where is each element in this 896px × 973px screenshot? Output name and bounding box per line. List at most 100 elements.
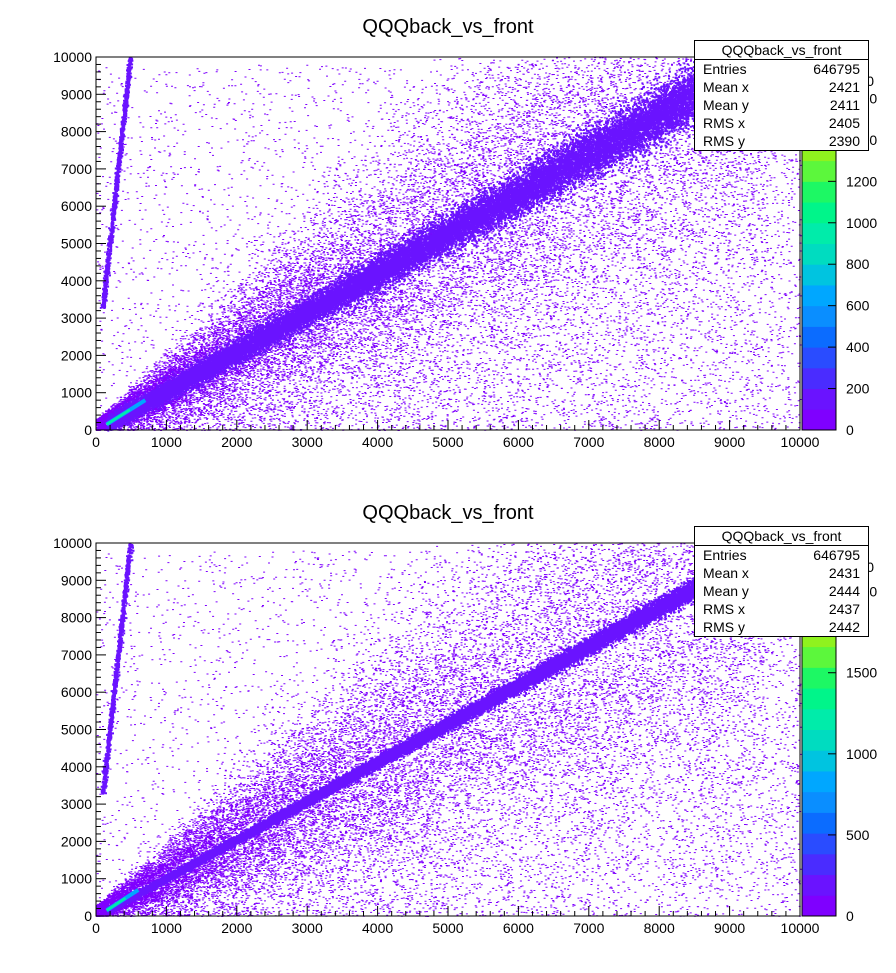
palette-bin (802, 264, 836, 286)
palette-bin (802, 347, 836, 369)
x-tick-label: 6000 (503, 434, 534, 450)
hot-spot-core (105, 897, 127, 912)
palette-bin (802, 305, 836, 327)
palette-tick-label: 1000 (846, 746, 877, 762)
y-tick-label: 3000 (61, 310, 92, 326)
stats-value: 2405 (828, 115, 860, 131)
palette-tick-label: 800 (846, 256, 870, 272)
palette-bin (802, 729, 836, 751)
palette-bin (802, 791, 836, 813)
palette-bin (802, 895, 836, 917)
heatmap-cells (96, 543, 802, 917)
stats-label: RMS y (703, 619, 745, 635)
y-tick-label: 1000 (61, 385, 92, 401)
stats-label: Mean x (703, 79, 749, 95)
chart-title: QQQback_vs_front (362, 16, 534, 38)
palette-tick-label: 1500 (846, 665, 877, 681)
y-tick-label: 5000 (61, 722, 92, 738)
palette-bin (802, 388, 836, 410)
stats-value: 646795 (813, 61, 860, 77)
x-tick-label: 2000 (221, 434, 252, 450)
main-band (106, 59, 697, 432)
stats-row-rms-x: RMS x 2405 (695, 114, 868, 132)
y-tick-label: 0 (84, 422, 92, 438)
palette-bin (802, 284, 836, 307)
palette-bin (802, 243, 836, 265)
palette-bin (802, 326, 836, 348)
y-tick-label: 6000 (61, 684, 92, 700)
stats-value: 2390 (828, 133, 860, 149)
histogram-panel-bottom: QQQback_vs_front 050010001500200000 0100… (0, 486, 896, 972)
palette-tick-label: 1000 (846, 215, 877, 231)
y-tick-label: 6000 (61, 198, 92, 214)
y-tick-label: 9000 (61, 572, 92, 588)
color-palette: 050010001500200000 (801, 542, 877, 924)
stats-label: RMS x (703, 115, 745, 131)
y-tick-label: 8000 (61, 124, 92, 140)
x-tick-label: 9000 (714, 434, 745, 450)
y-tick-label: 2000 (61, 833, 92, 849)
stats-label: Entries (703, 547, 747, 563)
heatmap-svg-top: QQQback_vs_front 02004006008001000120014… (53, 16, 877, 450)
y-tick-label: 4000 (61, 273, 92, 289)
x-tick-label: 4000 (362, 434, 393, 450)
y-tick-label: 4000 (61, 759, 92, 775)
x-tick-label: 3000 (292, 920, 323, 936)
stats-row-rms-x: RMS x 2437 (695, 600, 868, 618)
y-tick-label: 7000 (61, 647, 92, 663)
stats-row-mean-y: Mean y 2411 (695, 96, 868, 114)
palette-tick-label: 400 (846, 339, 870, 355)
palette-bin (802, 812, 836, 834)
x-tick-label: 3000 (292, 434, 323, 450)
y-tick-label: 8000 (61, 610, 92, 626)
stats-label: Mean x (703, 565, 749, 581)
stats-row-entries: Entries 646795 (695, 546, 868, 564)
stats-label: RMS x (703, 601, 745, 617)
stats-box: QQQback_vs_front Entries 646795 Mean x 242… (694, 40, 869, 151)
x-tick-label: 0 (92, 920, 100, 936)
heatmap-svg-bottom: QQQback_vs_front 050010001500200000 0100… (53, 502, 877, 936)
x-tick-label: 7000 (573, 434, 604, 450)
palette-tick-label: 600 (846, 298, 870, 314)
palette-tick-label: 1200 (846, 173, 877, 189)
stats-box: QQQback_vs_front Entries 646795 Mean x 243… (694, 526, 869, 637)
palette-bin (802, 708, 836, 730)
x-tick-label: 2000 (221, 920, 252, 936)
y-tick-label: 9000 (61, 86, 92, 102)
chart-title: QQQback_vs_front (362, 502, 534, 524)
stats-row-rms-y: RMS y 2390 (695, 132, 868, 150)
hot-spot-core (105, 408, 131, 426)
stats-label: Mean y (703, 583, 749, 599)
palette-bin (802, 181, 836, 203)
heatmap-cells (96, 57, 802, 432)
stats-value: 2444 (828, 583, 860, 599)
x-tick-label: 4000 (362, 920, 393, 936)
x-tick-label: 8000 (644, 434, 675, 450)
palette-bin (802, 874, 836, 896)
palette-bin (802, 367, 836, 390)
x-tick-label: 7000 (573, 920, 604, 936)
y-tick-label: 0 (84, 908, 92, 924)
stats-label: Entries (703, 61, 747, 77)
y-tick-label: 10000 (53, 535, 92, 551)
palette-bin (802, 409, 836, 431)
stats-label: RMS y (703, 133, 745, 149)
x-tick-label: 10000 (781, 434, 820, 450)
stats-value: 2421 (828, 79, 860, 95)
y-tick-label: 7000 (61, 161, 92, 177)
stats-value: 646795 (813, 547, 860, 563)
stats-value: 2411 (829, 97, 860, 113)
x-tick-label: 10000 (781, 920, 820, 936)
x-tick-label: 5000 (432, 920, 463, 936)
axes: 0 1000 2000 3000 4000 5000 6000 7000 8000 9000 100… (53, 49, 820, 450)
histogram-panel-top: QQQback_vs_front 02004006008001000120014… (0, 0, 896, 486)
palette-bin (802, 853, 836, 876)
palette-bin (802, 750, 836, 772)
x-tick-label: 1000 (151, 920, 182, 936)
stats-title: QQQback_vs_front (695, 527, 868, 546)
palette-bin (802, 222, 836, 244)
stats-row-mean-x: Mean x 2431 (695, 564, 868, 582)
x-tick-label: 0 (92, 434, 100, 450)
palette-tick-label: 500 (846, 827, 870, 843)
